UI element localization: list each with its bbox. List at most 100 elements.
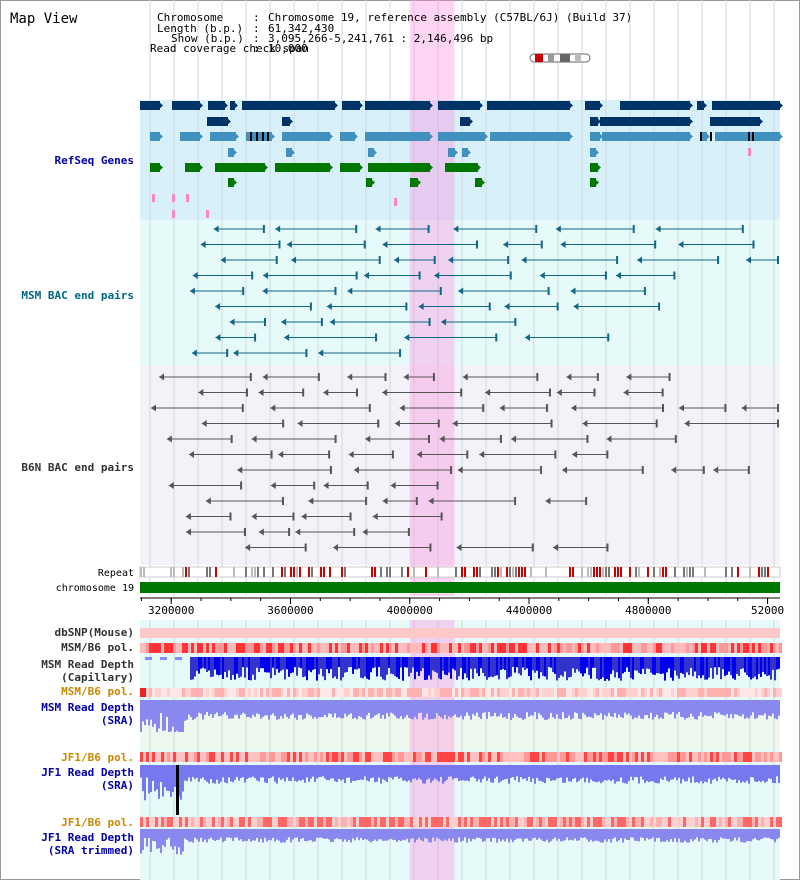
depth-bin	[406, 700, 408, 715]
gene-block	[460, 117, 470, 126]
polymorphism-bin	[446, 643, 449, 653]
chromosome-bar[interactable]	[140, 582, 780, 593]
depth-bin	[502, 700, 504, 718]
repeat-track[interactable]	[139, 566, 781, 578]
depth-bin	[384, 829, 386, 841]
bac-end-mark	[355, 271, 358, 280]
depth-bin	[636, 829, 638, 841]
polymorphism-bin	[518, 817, 521, 827]
polymorphism-bin	[407, 643, 410, 653]
polymorphism-bin	[302, 752, 305, 762]
depth-bin	[542, 829, 544, 842]
axis-tick-label: 4800000	[625, 604, 671, 617]
polymorphism-bin	[563, 817, 566, 827]
depth-bin	[676, 700, 678, 714]
gene-block	[215, 163, 265, 172]
depth-bin	[610, 700, 612, 717]
depth-bin	[774, 765, 776, 784]
polymorphism-bin	[701, 643, 704, 653]
depth-bin	[420, 765, 422, 780]
repeat-mark	[479, 567, 481, 577]
depth-bin	[474, 657, 476, 669]
depth-bin	[206, 829, 208, 843]
depth-bin	[688, 657, 690, 675]
depth-bin	[164, 700, 166, 731]
polymorphism-bin	[749, 817, 752, 827]
polymorphism-bin	[593, 643, 596, 653]
chromosome-ideogram-icon[interactable]	[529, 53, 591, 63]
depth-bin	[410, 700, 412, 719]
depth-bin	[578, 829, 580, 841]
polymorphism-bin	[371, 643, 374, 653]
depth-bin	[420, 657, 422, 672]
polymorphism-bin	[572, 752, 575, 762]
bac-end-mark	[514, 497, 517, 505]
polymorphism-bin	[329, 752, 332, 762]
repeat-mark	[257, 567, 259, 577]
polymorphism-bin	[155, 817, 158, 827]
refseq-genes-track[interactable]	[140, 101, 783, 218]
depth-bin	[308, 765, 310, 782]
depth-bin	[630, 765, 632, 777]
coverage-tracks[interactable]	[140, 628, 782, 855]
depth-bin	[470, 829, 472, 842]
depth-bin	[650, 765, 652, 782]
depth-bin	[750, 700, 752, 716]
gene-arrow	[232, 148, 237, 157]
polymorphism-bin	[491, 817, 494, 827]
polymorphism-bin	[473, 688, 476, 697]
polymorphism-bin	[395, 643, 398, 653]
depth-bin	[498, 829, 500, 839]
polymorphism-bin	[158, 752, 161, 762]
polymorphism-bin	[332, 643, 335, 653]
depth-bin	[624, 829, 626, 839]
depth-bin	[284, 657, 286, 680]
polymorphism-bin	[440, 688, 443, 697]
polymorphism-bin	[710, 752, 713, 762]
repeat-label: Repeat	[98, 568, 134, 579]
depth-bin	[256, 765, 258, 781]
depth-bin	[586, 657, 588, 668]
polymorphism-bin	[626, 752, 629, 762]
depth-bin	[510, 829, 512, 840]
polymorphism-bin	[455, 688, 458, 697]
depth-bin	[708, 765, 710, 779]
bac-end-mark	[585, 497, 588, 505]
depth-bin	[364, 657, 366, 677]
depth-bin	[730, 829, 732, 842]
polymorphism-bin	[221, 817, 224, 827]
polymorphism-bin	[323, 643, 326, 653]
depth-bin	[556, 765, 558, 779]
polymorphism-bin	[395, 688, 398, 697]
depth-bin	[700, 765, 702, 781]
position-axis: 3200000 3600000 4000000 4400000 4800000 52000	[140, 596, 784, 620]
depth-bin	[220, 700, 222, 717]
depth-bin	[258, 700, 260, 715]
msm-bac-track[interactable]	[189, 225, 779, 357]
polymorphism-bin	[563, 752, 566, 762]
depth-bin	[476, 829, 478, 838]
polymorphism-bin	[446, 752, 449, 762]
depth-bin	[282, 657, 284, 670]
depth-bin	[188, 829, 190, 842]
polymorphism-bin	[515, 752, 518, 762]
repeat-mark	[170, 567, 172, 577]
polymorphism-bin	[599, 752, 602, 762]
depth-bin	[266, 765, 268, 784]
polymorphism-bin	[167, 643, 170, 653]
b6n-bac-track[interactable]	[150, 373, 779, 552]
depth-bin	[286, 829, 288, 840]
depth-bin	[630, 829, 632, 838]
depth-bin	[254, 829, 256, 841]
depth-bin	[760, 657, 762, 677]
highlight-region[interactable]	[409, 0, 455, 880]
depth-bin	[272, 829, 274, 838]
gene-block	[207, 117, 228, 126]
bac-end-mark	[365, 497, 368, 505]
depth-bin	[164, 765, 166, 788]
depth-bin	[648, 657, 650, 670]
polymorphism-bin	[677, 817, 680, 827]
gene-arrow	[568, 101, 573, 110]
polymorphism-bin	[353, 643, 356, 653]
